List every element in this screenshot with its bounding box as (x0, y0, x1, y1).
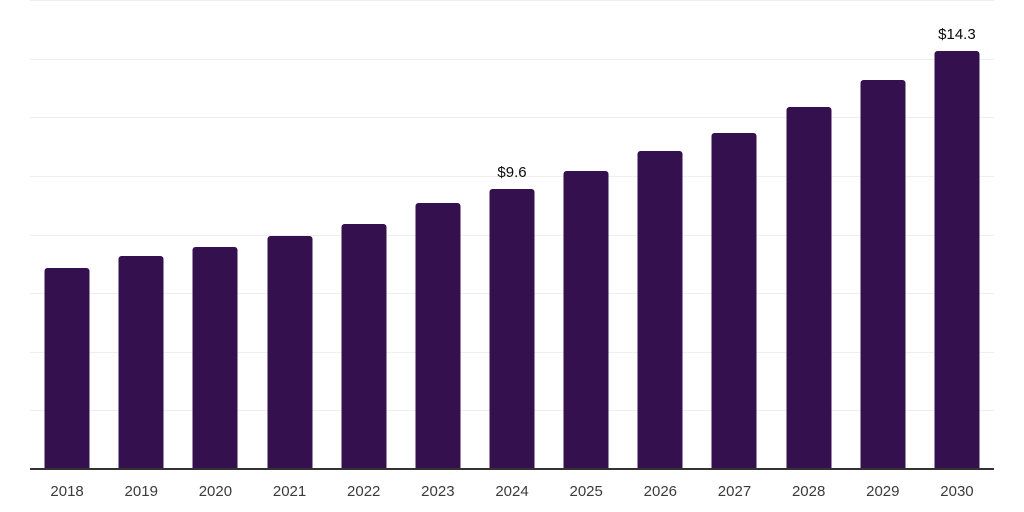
data-label-2024: $9.6 (497, 163, 527, 181)
x-tick-label-2020: 2020 (198, 483, 233, 500)
gridline (30, 117, 994, 119)
x-tick-label-2024: 2024 (495, 483, 529, 500)
bar-2025 (563, 171, 609, 470)
x-tick-label-2027: 2027 (717, 483, 752, 500)
bar-2019 (118, 256, 164, 470)
bar-slot (30, 0, 104, 470)
x-tick-label-2025: 2025 (569, 483, 603, 500)
bar-2029 (860, 80, 906, 470)
x-tick-label-2030: 2030 (940, 483, 974, 500)
bar-slot (697, 0, 771, 470)
bar-slot (623, 0, 697, 470)
x-tick-label-2022: 2022 (347, 483, 381, 500)
plot-area: $9.6 $14.3 (30, 0, 994, 470)
bar-slot: $14.3 (920, 0, 994, 470)
bar-slot: $9.6 (475, 0, 549, 470)
x-axis: 2018 2019 2020 2021 2022 2023 2024 2025 2026 2027… (30, 470, 994, 512)
bar-slot (327, 0, 401, 470)
bar-2024 (489, 188, 535, 470)
x-tick-label-2023: 2023 (421, 483, 455, 500)
bar-2030 (934, 50, 980, 470)
bar-2027 (711, 132, 757, 470)
bar-slot (178, 0, 252, 470)
bar-slot (401, 0, 475, 470)
x-tick-label-2021: 2021 (272, 483, 307, 500)
bar-slot (104, 0, 178, 470)
data-label-2030: $14.3 (938, 25, 976, 43)
x-axis-line (30, 468, 994, 470)
bar-slot (772, 0, 846, 470)
x-tick-label-2028: 2028 (791, 483, 826, 500)
bar-slot (846, 0, 920, 470)
bar-slot (252, 0, 326, 470)
x-tick-label-2019: 2019 (124, 483, 158, 500)
gridline (30, 175, 994, 177)
x-tick-label-2018: 2018 (50, 483, 84, 500)
bar-2026 (637, 150, 683, 470)
bar-slot (549, 0, 623, 470)
bar-2022 (341, 223, 387, 470)
bar-2018 (44, 267, 90, 470)
bar-2028 (786, 106, 832, 470)
x-tick-label-2029: 2029 (866, 483, 900, 500)
x-tick-label-2026: 2026 (643, 483, 678, 500)
gridline (30, 58, 994, 60)
bar-2020 (192, 247, 238, 470)
bar-2023 (415, 203, 461, 470)
gridline (30, 0, 994, 1)
bar-2021 (267, 235, 313, 470)
